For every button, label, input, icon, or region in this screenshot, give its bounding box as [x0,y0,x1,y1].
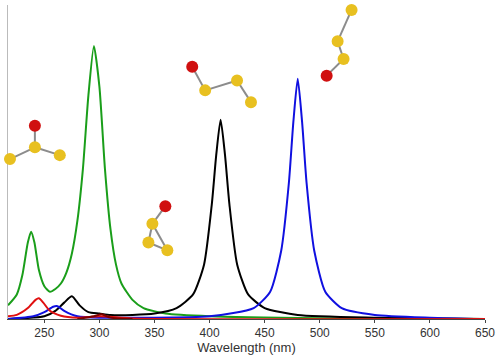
svg-text:450: 450 [255,326,275,340]
svg-text:650: 650 [475,326,495,340]
svg-text:300: 300 [89,326,109,340]
svg-text:400: 400 [200,326,220,340]
svg-text:350: 350 [145,326,165,340]
svg-text:600: 600 [420,326,440,340]
svg-text:Wavelength (nm): Wavelength (nm) [197,340,296,355]
svg-text:550: 550 [365,326,385,340]
svg-text:250: 250 [34,326,54,340]
svg-text:500: 500 [310,326,330,340]
